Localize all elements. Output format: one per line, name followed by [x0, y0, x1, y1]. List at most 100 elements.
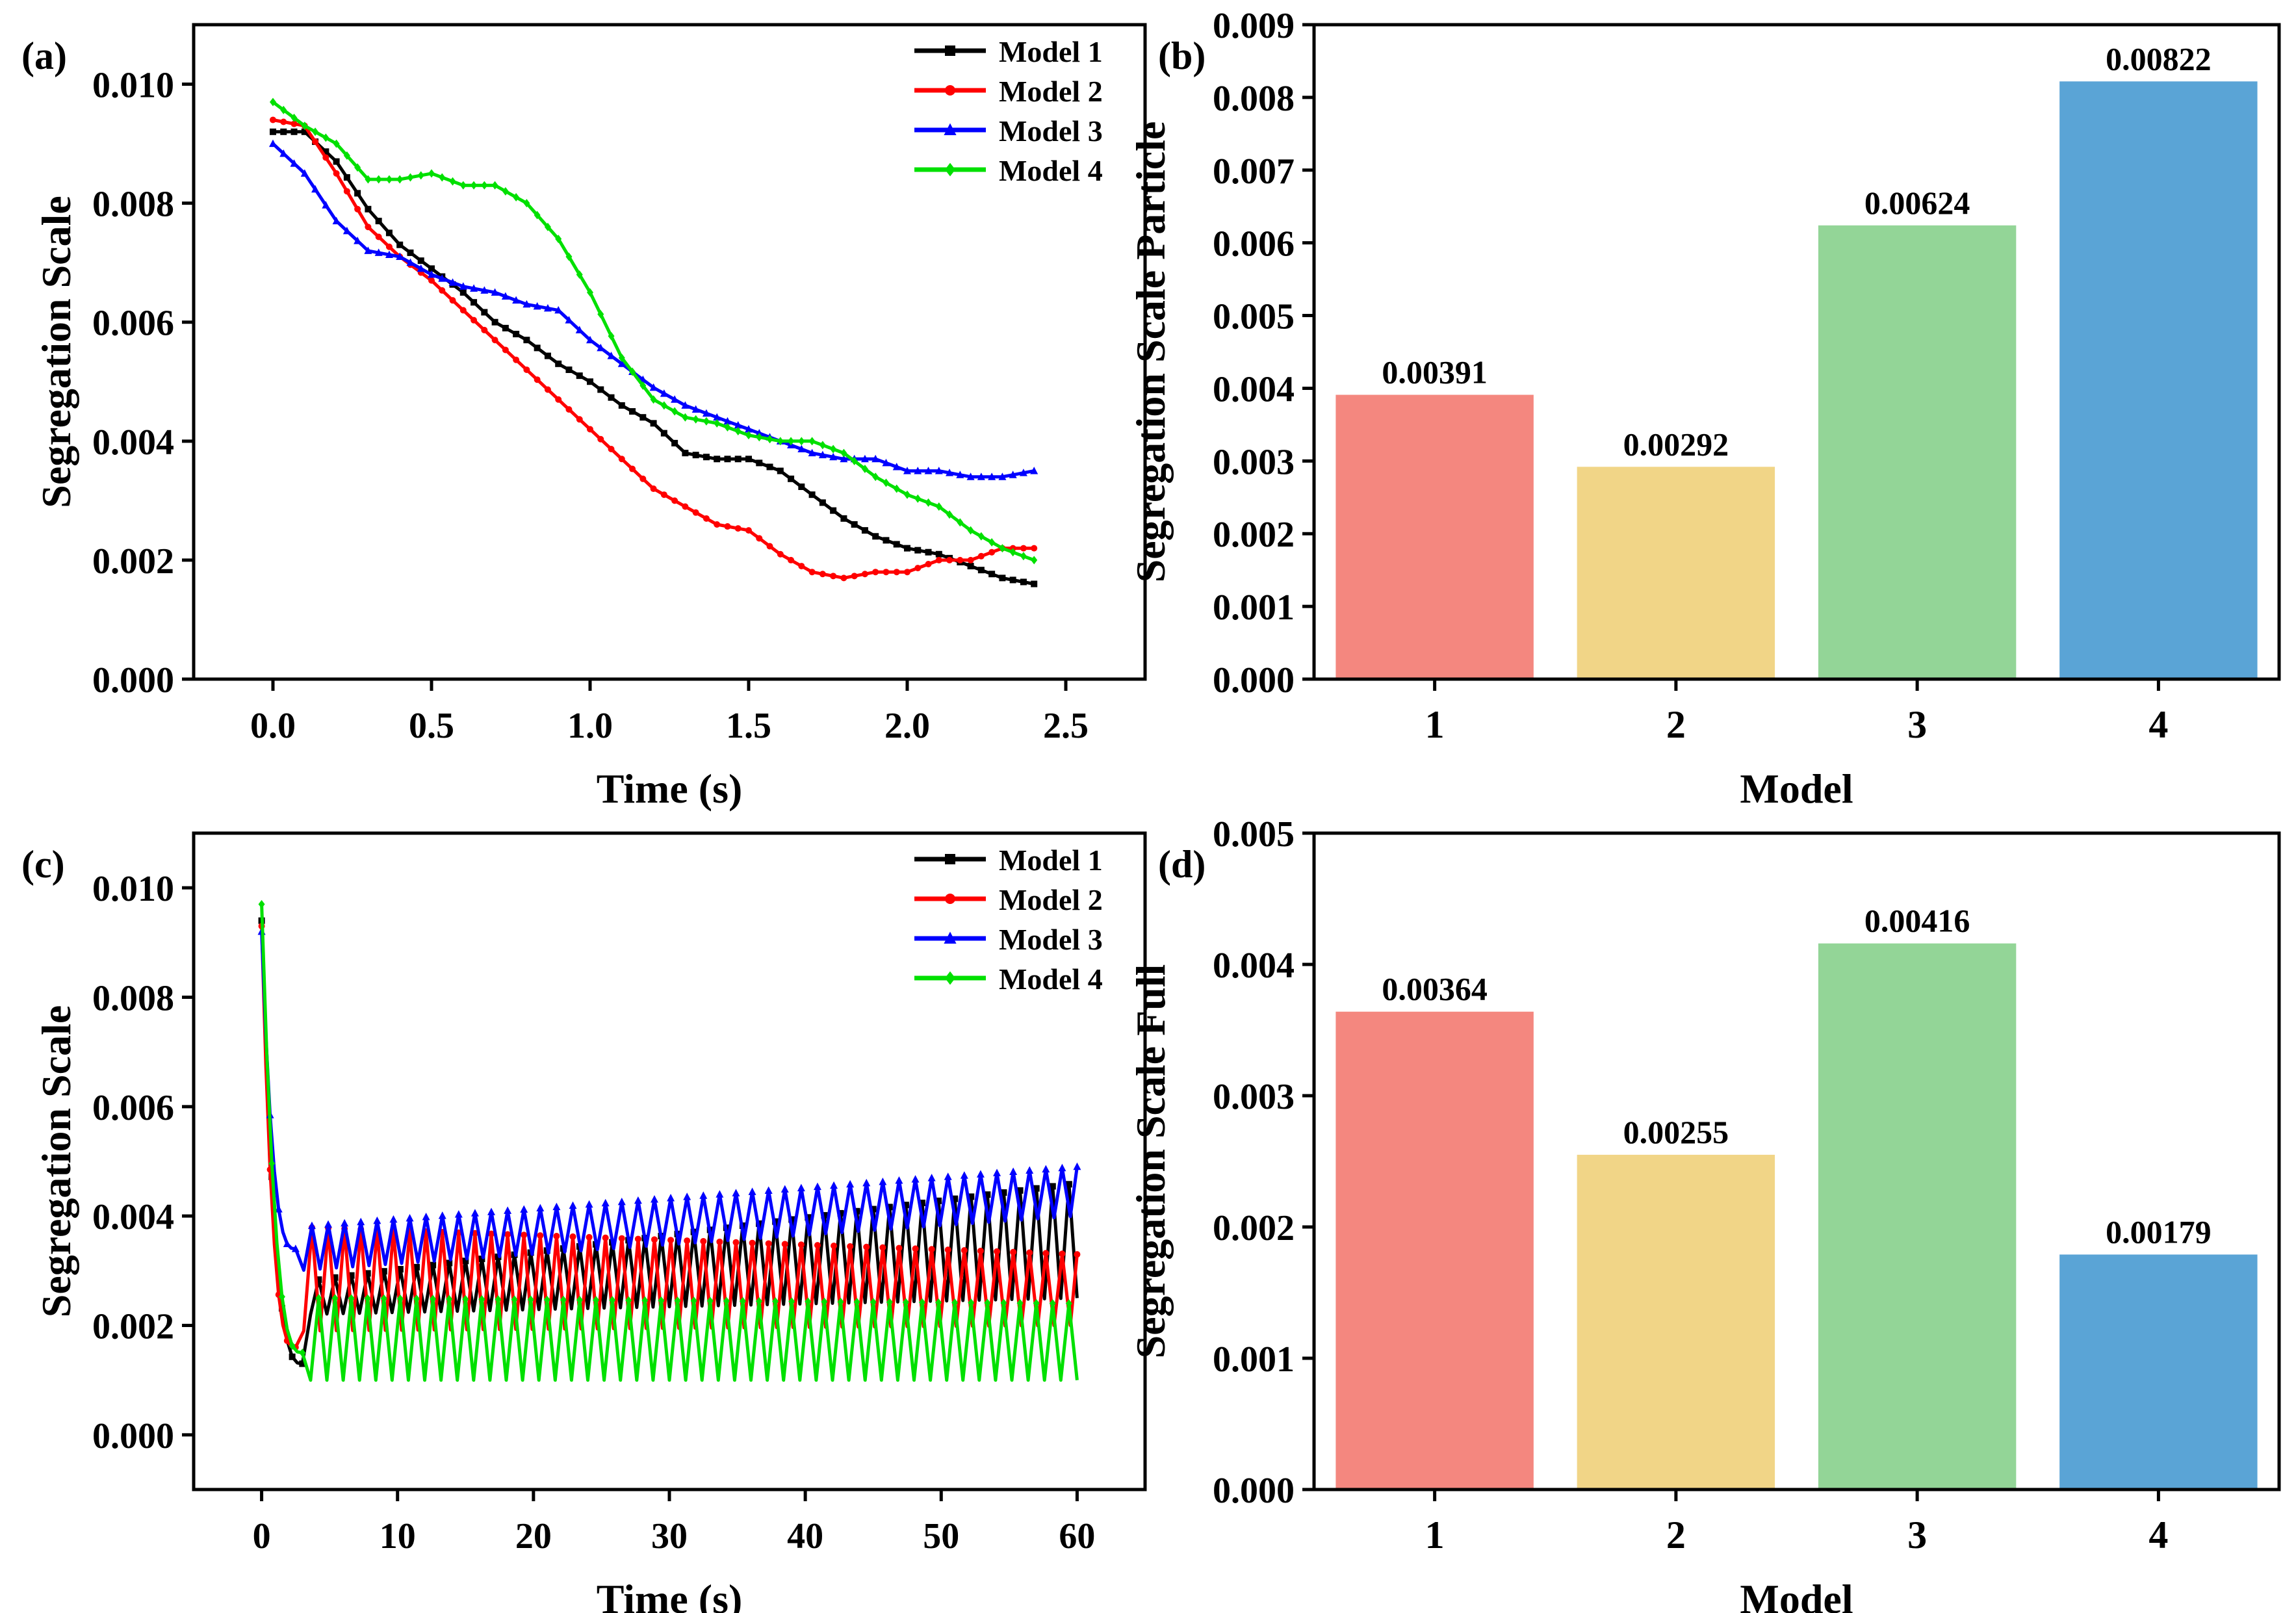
data-point-model-4: [893, 484, 900, 493]
data-point-model-4: [830, 445, 837, 454]
legend-marker: [945, 894, 955, 904]
y-tick-label: 0.010: [92, 869, 174, 909]
data-point-model-2: [1031, 545, 1038, 552]
data-point-model-3: [671, 395, 679, 403]
data-point-model-4: [375, 175, 382, 184]
data-point-model-3: [601, 1198, 610, 1207]
data-point-model-2: [651, 1236, 658, 1243]
data-point-model-1: [428, 265, 435, 272]
legend-marker: [945, 854, 955, 864]
y-axis-title: Segregation Scale Particle: [1128, 122, 1174, 583]
data-point-model-3: [487, 1207, 496, 1215]
data-point-model-2: [861, 571, 868, 578]
data-point-model-3: [895, 1176, 903, 1184]
data-point-model-2: [912, 1245, 919, 1252]
data-point-model-2: [830, 573, 837, 580]
data-point-model-1: [331, 1274, 339, 1281]
data-point-model-3: [818, 450, 827, 459]
data-point-model-4: [808, 437, 816, 446]
data-point-model-4: [756, 1297, 763, 1306]
data-point-model-4: [660, 401, 667, 410]
data-point-model-4: [597, 310, 604, 319]
x-tick-label: 0: [253, 1516, 271, 1556]
x-tick-label: 10: [380, 1516, 416, 1556]
data-point-model-4: [788, 437, 795, 446]
x-tick-label: 2.0: [884, 706, 930, 746]
data-point-model-4: [417, 171, 424, 180]
series-line-model-4: [260, 904, 1079, 1382]
data-point-model-4: [999, 544, 1006, 553]
data-point-model-2: [333, 170, 340, 177]
data-point-model-3: [764, 1186, 773, 1194]
data-point-model-3: [617, 1197, 626, 1206]
data-point-model-1: [1009, 576, 1016, 584]
data-point-model-2: [765, 1240, 772, 1247]
panel-c: 0.000 0.002 0.004 0.006 0.008 0.010 0 10 20 30 40 5…: [21, 831, 1147, 1613]
y-tick-label: 0.006: [92, 303, 174, 344]
data-point-model-4: [609, 1296, 616, 1305]
bar-value-label: 0.00179: [2106, 1213, 2212, 1250]
data-point-model-2: [597, 435, 604, 443]
data-point-model-3: [840, 454, 848, 463]
data-point-model-2: [1074, 1251, 1081, 1258]
data-point-model-3: [780, 1185, 789, 1193]
data-point-model-3: [536, 1204, 545, 1212]
data-point-model-4: [650, 395, 657, 404]
data-point-model-2: [471, 1230, 478, 1237]
data-point-model-1: [968, 1193, 975, 1200]
x-tick-label: 3: [1907, 703, 1927, 746]
data-point-model-1: [576, 372, 583, 380]
data-point-model-4: [872, 472, 879, 482]
data-point-model-4: [682, 413, 689, 422]
data-point-model-4: [766, 435, 773, 444]
data-point-model-1: [478, 1256, 485, 1263]
data-point-model-3: [699, 1191, 708, 1199]
data-point-model-4: [968, 1298, 975, 1308]
data-point-model-3: [960, 1171, 968, 1179]
bar-model-3: [1818, 943, 2017, 1490]
x-tick-label: 30: [651, 1516, 688, 1556]
data-point-model-3: [585, 1200, 593, 1208]
data-point-model-3: [716, 1190, 724, 1198]
data-point-model-1: [491, 318, 498, 326]
data-point-model-1: [805, 1214, 812, 1221]
y-tick-label: 0.004: [92, 422, 174, 463]
data-point-model-4: [428, 169, 435, 178]
data-point-model-1: [777, 467, 784, 474]
data-point-model-4: [481, 181, 488, 190]
data-point-model-1: [364, 1270, 371, 1277]
y-tick-label: 0.005: [1213, 814, 1295, 855]
data-point-model-3: [428, 270, 435, 278]
series-line-model-3: [272, 142, 1035, 479]
data-point-model-3: [681, 401, 690, 409]
data-point-model-1: [396, 241, 404, 248]
series-line-model-2: [260, 926, 1079, 1349]
legend-label: Model 2: [999, 75, 1103, 108]
data-point-model-3: [342, 226, 351, 235]
data-point-model-2: [586, 1233, 593, 1241]
data-point-model-2: [977, 552, 985, 560]
data-point-model-3: [504, 1206, 512, 1214]
data-point-model-3: [373, 1216, 381, 1224]
data-point-model-3: [956, 471, 964, 478]
y-tick-label: 0.009: [1213, 6, 1295, 46]
data-point-model-1: [1016, 1187, 1024, 1194]
data-point-model-4: [513, 192, 520, 201]
data-point-model-2: [840, 574, 847, 582]
data-point-model-4: [1033, 1298, 1040, 1308]
y-tick-label: 0.007: [1213, 151, 1295, 192]
data-point-model-4: [714, 419, 721, 428]
bar-value-label: 0.00292: [1623, 426, 1729, 462]
data-point-model-2: [703, 515, 710, 522]
data-point-model-2: [513, 356, 520, 363]
data-point-model-2: [967, 556, 974, 563]
data-point-model-2: [354, 205, 361, 213]
data-point-model-2: [1020, 545, 1027, 552]
data-point-model-2: [1042, 1250, 1050, 1257]
x-tick-label: 2: [1666, 1514, 1686, 1556]
data-point-model-4: [576, 270, 583, 279]
data-point-model-2: [618, 456, 625, 463]
data-point-model-3: [501, 292, 510, 300]
data-point-model-1: [837, 1209, 844, 1217]
